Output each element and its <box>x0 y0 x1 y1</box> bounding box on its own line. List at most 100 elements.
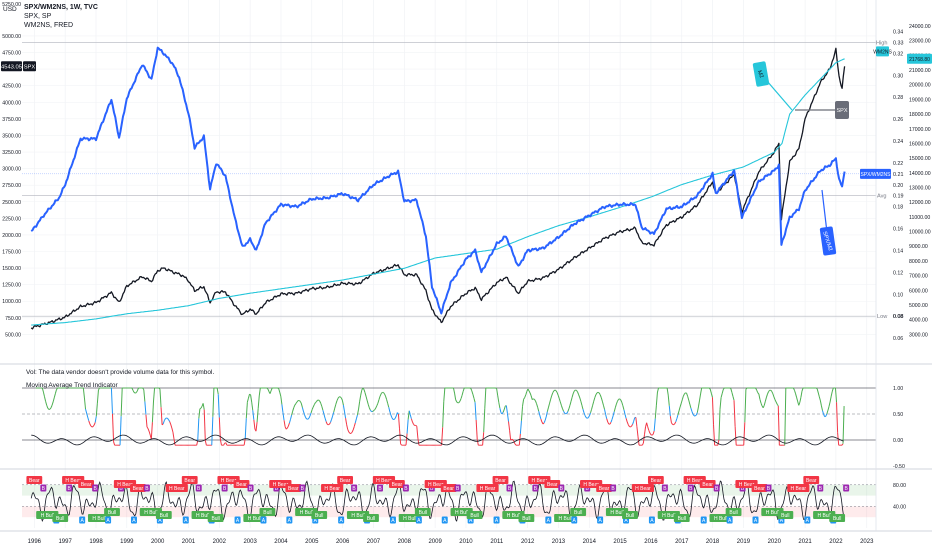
osc-trace-segment <box>543 420 546 423</box>
signal-short-tag-bg <box>610 484 617 492</box>
signal-tag: H Bear <box>324 486 340 492</box>
osc-trace-segment <box>596 391 599 394</box>
osc-trace-segment <box>842 406 845 444</box>
osc-trace-segment <box>389 411 392 416</box>
osc-trace-segment <box>45 401 48 406</box>
indicator-title: Moving Average Trend Indicator <box>26 382 118 389</box>
x-tick-label: 1996 <box>28 539 42 545</box>
right-tick-label: 23000.00 <box>909 39 931 45</box>
signal-tag: Bear <box>443 486 454 492</box>
osc-trace-segment <box>598 392 601 396</box>
mid-tick-label: 0.26 <box>893 117 903 123</box>
osc-trace-segment <box>200 405 203 409</box>
osc-trace-segment <box>412 421 414 425</box>
osc-trace-segment <box>417 437 420 446</box>
signal-tag: H Bull <box>144 510 157 516</box>
osc-trace-segment <box>686 392 689 397</box>
mid-tick-label: 0.06 <box>893 336 903 342</box>
signal-tag: Bear <box>702 482 713 488</box>
osc-trace-segment <box>50 405 53 408</box>
osc-trace-segment <box>622 405 625 411</box>
callout-spx: SPX <box>836 108 847 114</box>
left-tick-label: 5000.00 <box>2 34 21 40</box>
legend-series-spx: SPX, SP <box>24 13 52 20</box>
left-tick-label: 3500.00 <box>2 133 21 139</box>
osc-trace-segment <box>745 387 748 390</box>
osc-trace-segment <box>682 393 685 397</box>
osc-trace-segment <box>364 392 367 397</box>
osc-trace-segment <box>328 422 331 425</box>
osc-trace-segment <box>528 390 531 394</box>
osc-trace-segment <box>335 400 338 405</box>
signal-short-tag-bg <box>105 516 112 524</box>
signal-short-tag-bg <box>506 484 513 492</box>
osc-trace-segment <box>823 414 826 417</box>
osc-trace-segment <box>601 401 604 406</box>
osc-trace-segment <box>170 424 173 429</box>
osc-trace-segment <box>523 397 526 400</box>
osc-trace-segment <box>394 415 397 419</box>
signal-tag: H Bear <box>480 486 496 492</box>
osc-trace-segment <box>136 388 139 392</box>
right-tick-label: 24000.00 <box>909 24 931 30</box>
signal-short-tag-bg <box>351 484 358 492</box>
osc-trace-segment <box>668 405 671 417</box>
right-tick-label: 21000.00 <box>909 68 931 74</box>
osc-trace-segment <box>301 407 304 412</box>
osc-trace-segment <box>633 417 636 422</box>
signal-tag-bg <box>787 484 810 492</box>
osc-trace-segment <box>355 414 358 419</box>
osc-trace-segment <box>331 415 334 420</box>
osc-trace-segment <box>219 439 222 446</box>
osc-trace-segment <box>558 398 561 403</box>
osc-trace-segment <box>310 409 313 414</box>
signal-tag: Bear <box>754 486 765 492</box>
right-tick-label: 6000.00 <box>909 288 928 294</box>
osc-trace-segment <box>169 421 172 425</box>
trend-indicator-panel: 1.00 0.50 0.00 -0.50 <box>22 386 905 470</box>
osc-trace-segment <box>689 403 692 409</box>
osc-trace-segment <box>277 387 279 389</box>
osc-trace-segment <box>827 406 830 411</box>
osc-trace-segment <box>611 415 614 420</box>
osc-trace-segment <box>641 442 644 446</box>
osc-trace-segment <box>533 399 536 402</box>
osc-trace-segment <box>623 409 626 415</box>
osc-trace-segment <box>199 407 202 410</box>
left-tick-label: 2750.00 <box>2 183 21 189</box>
osc-trace-segment <box>354 418 357 424</box>
osc-trace-segment <box>547 403 550 408</box>
signal-short-tag: B <box>689 486 693 492</box>
osc-trace-segment <box>255 422 258 432</box>
signal-tag-bg <box>777 511 794 519</box>
signal-tag: Bull <box>108 510 116 516</box>
osc-trace-segment <box>307 417 310 420</box>
osc-tick-label: 1.00 <box>893 386 903 392</box>
avg-value: 0.19 <box>893 194 904 200</box>
osc-trace-segment <box>348 431 351 434</box>
osc-trace-segment <box>295 401 298 404</box>
signal-tag: Bull <box>833 516 841 522</box>
osc-trace-segment <box>216 387 219 395</box>
signal-short-tag: A <box>495 518 499 524</box>
osc-trace-segment <box>456 401 459 404</box>
osc-trace-segment <box>383 393 386 397</box>
left-tick-label: 500.00 <box>5 332 21 338</box>
osc-trace-segment <box>527 388 530 392</box>
osc-trace-segment <box>792 387 795 391</box>
x-tick-label: 2007 <box>367 539 381 545</box>
osc-trace-segment <box>675 418 678 422</box>
signal-tag: Bull <box>160 513 168 519</box>
osc-trace-segment <box>555 390 558 393</box>
signal-tag: H Bull <box>662 513 675 519</box>
x-tick-label: 2009 <box>428 539 442 545</box>
osc-trace-segment <box>671 422 673 425</box>
osc-trace-segment <box>646 422 649 427</box>
osc-trace-segment <box>576 390 578 393</box>
osc-trace-segment <box>770 389 773 392</box>
signal-short-tag-bg <box>286 516 293 524</box>
signal-tag: H Bear <box>635 486 651 492</box>
osc-trace-segment <box>795 393 798 398</box>
osc-trace-segment <box>553 389 556 392</box>
